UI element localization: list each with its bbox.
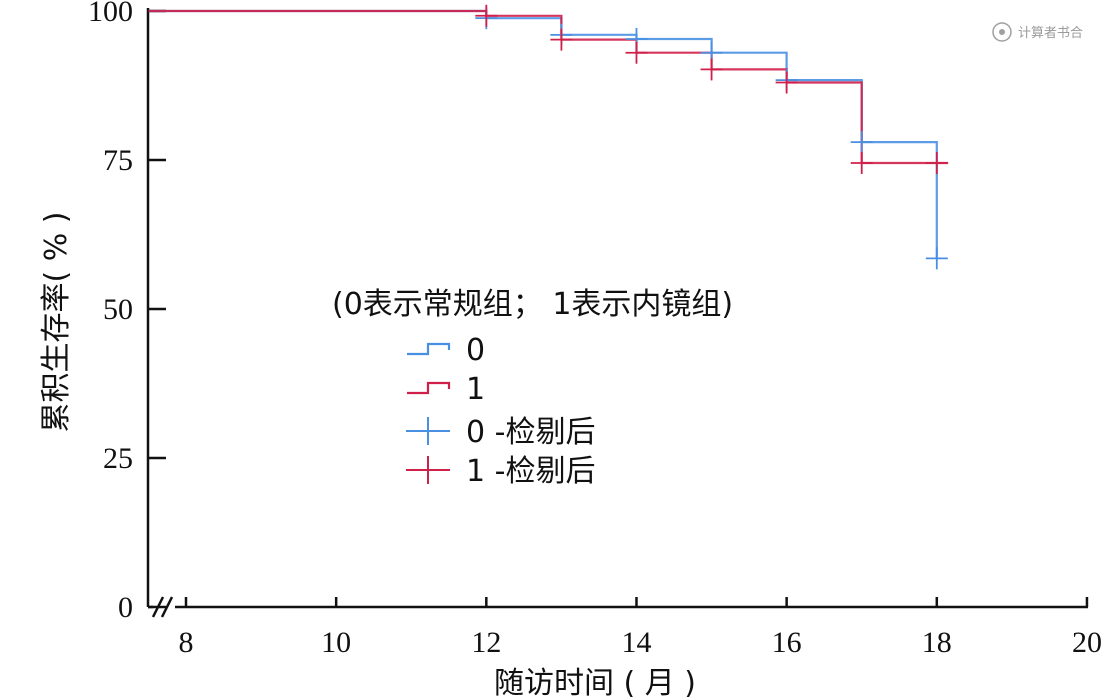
series-layer — [148, 9, 949, 259]
censor-mark-series-3 — [700, 58, 723, 81]
censor-layer — [475, 4, 948, 270]
censor-mark-series-3 — [475, 4, 498, 27]
y-tick-label: 50 — [103, 293, 133, 326]
legend-label: 1 -检剔后 — [466, 454, 595, 489]
y-ticks: 0 25 50 75 100 — [88, 0, 166, 624]
x-tick-label: 14 — [621, 626, 651, 659]
x-tick-label: 18 — [922, 626, 952, 659]
censor-mark-series-3 — [625, 41, 648, 64]
watermark: 计算者书合 — [992, 22, 1083, 42]
x-tick-label: 8 — [179, 626, 194, 659]
series-line-1 — [148, 9, 949, 165]
legend-entry: 0 -检剔后 — [406, 415, 595, 450]
censor-mark-series-3 — [775, 71, 798, 94]
legend-entry: 1 -检剔后 — [406, 454, 595, 489]
censor-mark-series-3 — [550, 28, 573, 51]
y-axis-title: 累积生存率( % ) — [39, 212, 74, 433]
x-tick-label: 12 — [471, 626, 501, 659]
legend-entry: 1 — [407, 372, 485, 407]
legend-label: 1 — [466, 372, 485, 407]
censor-mark-series-3 — [850, 151, 873, 174]
censor-mark-series-2 — [850, 131, 873, 154]
legend-label: 0 — [466, 333, 485, 368]
legend-entry: 0 — [407, 333, 485, 368]
legend-label: 0 -检剔后 — [466, 415, 595, 450]
censor-mark-series-3 — [925, 151, 948, 174]
legend-entries: 0 1 0 -检剔后 1 -检剔后 — [406, 333, 595, 489]
censor-mark-series-2 — [925, 247, 948, 270]
legend-swatch-step — [407, 342, 451, 356]
watermark-seal-icon — [992, 22, 1012, 42]
y-tick-label: 100 — [88, 0, 133, 28]
x-tick-label: 16 — [772, 626, 802, 659]
watermark-seal-dot — [999, 29, 1005, 35]
x-tick-label: 20 — [1072, 626, 1102, 659]
y-tick-label: 0 — [118, 591, 133, 624]
x-axis-title: 随访时间 ( 月 ) — [494, 666, 696, 700]
legend-swatch-step — [407, 381, 451, 395]
watermark-text: 计算者书合 — [1018, 26, 1083, 41]
series-line-0 — [148, 9, 938, 259]
legend-title: (0表示常规组； 1表示内镜组) — [332, 287, 733, 322]
y-tick-label: 75 — [103, 144, 133, 177]
x-ticks: 8 10 12 14 16 18 20 — [179, 597, 1102, 659]
legend: (0表示常规组； 1表示内镜组) 0 1 0 -检剔后 1 -检剔后 — [332, 287, 733, 489]
y-tick-label: 25 — [103, 442, 133, 475]
x-tick-label: 10 — [321, 626, 351, 659]
